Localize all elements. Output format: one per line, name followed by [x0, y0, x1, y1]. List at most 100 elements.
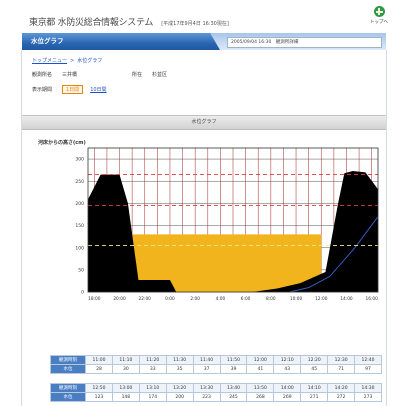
value-cell: 268	[246, 392, 275, 402]
x-tick-label: 4:00	[216, 296, 226, 302]
time-cell: 12:50	[85, 383, 113, 393]
value-cell: 28	[85, 364, 113, 374]
time-cell: 12:40	[354, 355, 382, 365]
y-tick-label: 0	[81, 290, 84, 296]
value-cell: 30	[111, 364, 140, 374]
breadcrumb-top-link[interactable]: トップメニュー	[32, 58, 68, 64]
observation-table-2: 観測時刻 12:50 13:00 13:10 13:20 13:30 13:40 13:50 1…	[50, 383, 382, 402]
x-tick-label: 18:00	[88, 296, 101, 302]
nav-bar: 水位グラフ 2005/09/04 16:30 観測所詳細	[22, 33, 386, 50]
time-cell: 12:10	[273, 355, 302, 365]
home-icon	[373, 6, 385, 17]
x-tick-label: 10:00	[290, 296, 303, 302]
value-cell: 123	[85, 392, 113, 402]
value-cell: 35	[165, 364, 194, 374]
value-cell: 223	[192, 392, 221, 402]
table-row: 観測時刻 12:50 13:00 13:10 13:20 13:30 13:40 13:50 1…	[50, 383, 382, 393]
time-cell: 13:40	[219, 383, 248, 393]
value-cell: 200	[165, 392, 194, 402]
series-line-2	[289, 216, 379, 293]
y-axis-label: 河床からの高さ(cm)	[37, 139, 86, 146]
station-info-row: 観測所名 三井橋 所在 杉並区	[32, 71, 192, 78]
time-cell: 12:30	[327, 355, 356, 365]
page-title: 水位グラフ	[31, 37, 64, 45]
y-tick-label: 150	[75, 223, 84, 229]
table-row: 水位 28 30 33 35 37 39 41 43 45 71 97	[50, 364, 382, 374]
observation-table-1: 観測時刻 11:00 11:10 11:20 11:30 11:40 11:50 12:00 1…	[50, 355, 382, 374]
time-cell: 14:00	[273, 383, 302, 393]
site-header: 東京都 水防災総合情報システム [平成17年9月4日 16:30現在]	[29, 10, 229, 29]
page-title-tab: 水位グラフ	[22, 33, 220, 50]
y-tick-label: 100	[75, 245, 84, 251]
x-tick-label: 0:00	[165, 296, 175, 302]
value-cell: 245	[219, 392, 248, 402]
value-cell: 97	[354, 364, 382, 374]
time-cell: 13:20	[165, 383, 194, 393]
time-cell: 11:20	[138, 355, 167, 365]
value-cell: 174	[138, 392, 167, 402]
x-tick-label: 14:00	[340, 296, 353, 302]
x-tick-label: 2:00	[190, 296, 200, 302]
time-cell: 13:10	[138, 383, 167, 393]
status-box: 2005/09/04 16:30 観測所詳細	[227, 37, 382, 48]
value-cell: 269	[273, 392, 302, 402]
time-cell: 13:50	[246, 383, 275, 393]
value-cell: 43	[273, 364, 302, 374]
time-cell: 13:00	[111, 383, 140, 393]
home-label: トップへ	[370, 20, 388, 25]
station-name-value: 三井橋	[62, 72, 78, 78]
value-cell: 37	[192, 364, 221, 374]
time-cell: 13:30	[192, 383, 221, 393]
station-name-label: 観測所名	[32, 72, 53, 78]
x-tick-label: 6:00	[241, 296, 251, 302]
breadcrumb-current: 水位グラフ	[77, 58, 103, 64]
x-tick-label: 8:00	[266, 296, 276, 302]
plot-frame	[87, 147, 379, 293]
value-label-cell: 水位	[50, 392, 86, 402]
time-cell: 11:50	[219, 355, 248, 365]
series-area-0	[130, 234, 322, 292]
value-cell: 273	[354, 392, 382, 402]
value-label-cell: 水位	[50, 364, 86, 374]
value-cell: 272	[327, 392, 356, 402]
time-label-cell: 観測時刻	[50, 355, 86, 365]
time-cell: 12:00	[246, 355, 275, 365]
time-cell: 14:30	[354, 383, 382, 393]
value-cell: 41	[246, 364, 275, 374]
time-cell: 14:20	[327, 383, 356, 393]
time-cell: 11:00	[85, 355, 113, 365]
y-tick-label: 300	[75, 157, 84, 163]
station-location-label: 所在	[132, 72, 143, 78]
breadcrumb: トップメニュー > 水位グラフ	[32, 57, 102, 64]
station-location-value: 杉並区	[152, 72, 168, 78]
period-option-1day[interactable]: 1日間	[62, 85, 84, 94]
y-tick-label: 200	[75, 201, 84, 207]
value-cell: 148	[111, 392, 140, 402]
table-row: 観測時刻 11:00 11:10 11:20 11:30 11:40 11:50 12:00 1…	[50, 355, 382, 365]
y-tick-label: 50	[78, 267, 84, 273]
period-label: 表示期間	[32, 87, 53, 93]
table-row: 水位 123 148 174 200 223 245 268 269 271 272 273	[50, 392, 382, 402]
period-option-10day[interactable]: 10日間	[90, 87, 107, 93]
value-cell: 39	[219, 364, 248, 374]
site-title: 東京都 水防災総合情報システム	[29, 18, 154, 28]
water-level-chart: 0 50 100 150 200 250 300 18:00 20:00 22:00 0:00 2:0…	[37, 139, 379, 302]
value-cell: 33	[138, 364, 167, 374]
time-cell: 12:20	[300, 355, 329, 365]
value-cell: 45	[300, 364, 329, 374]
content-frame	[21, 50, 387, 406]
section-title: 水位グラフ	[22, 115, 386, 130]
time-label-cell: 観測時刻	[50, 383, 86, 393]
time-cell: 11:10	[111, 355, 140, 365]
period-row: 表示期間 1日間 10日間	[32, 85, 114, 94]
x-tick-label: 16:00	[366, 296, 379, 302]
value-cell: 271	[300, 392, 329, 402]
breadcrumb-separator: >	[70, 58, 75, 64]
chart-panel: 0 50 100 150 200 250 300 18:00 20:00 22:00 0:00 2:0…	[22, 132, 386, 308]
home-link[interactable]: トップへ	[366, 6, 392, 25]
y-tick-label: 250	[75, 179, 84, 185]
series-area-1	[88, 171, 378, 292]
x-tick-label: 20:00	[113, 296, 126, 302]
value-cell: 71	[327, 364, 356, 374]
time-cell: 14:10	[300, 383, 329, 393]
